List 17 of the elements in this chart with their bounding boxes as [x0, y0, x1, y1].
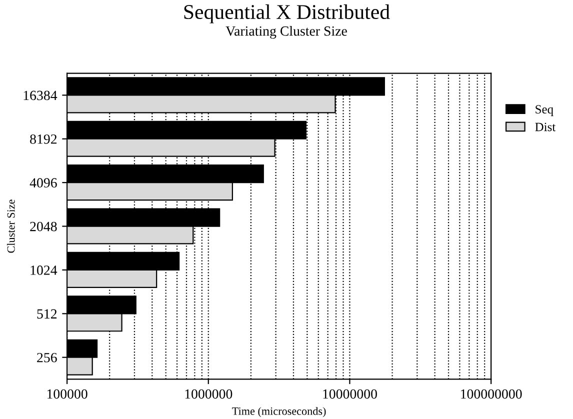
y-tick-label: 2048: [30, 222, 57, 232]
y-axis-title: Cluster Size: [6, 200, 15, 253]
y-tick-label: 256: [37, 352, 57, 362]
x-tick-label: 1000000: [185, 389, 232, 399]
chart-title: Sequential X Distributed: [184, 4, 390, 24]
y-tick-label: 4096: [30, 178, 57, 188]
y-tick-label: 512: [37, 309, 57, 319]
legend-label: Dist: [535, 122, 556, 132]
chart-subtitle: Variating Cluster Size: [226, 26, 347, 39]
x-tick-label: 100000000: [461, 389, 522, 399]
y-tick-label: 8192: [30, 134, 57, 144]
x-axis-title: Time (microseconds): [232, 407, 326, 418]
legend-label: Seq: [536, 105, 554, 116]
y-tick-label: 16384: [24, 90, 58, 100]
x-tick-label: 10000000: [323, 389, 377, 399]
x-tick-label: 100000: [47, 389, 88, 399]
y-tick-label: 1024: [30, 266, 58, 275]
